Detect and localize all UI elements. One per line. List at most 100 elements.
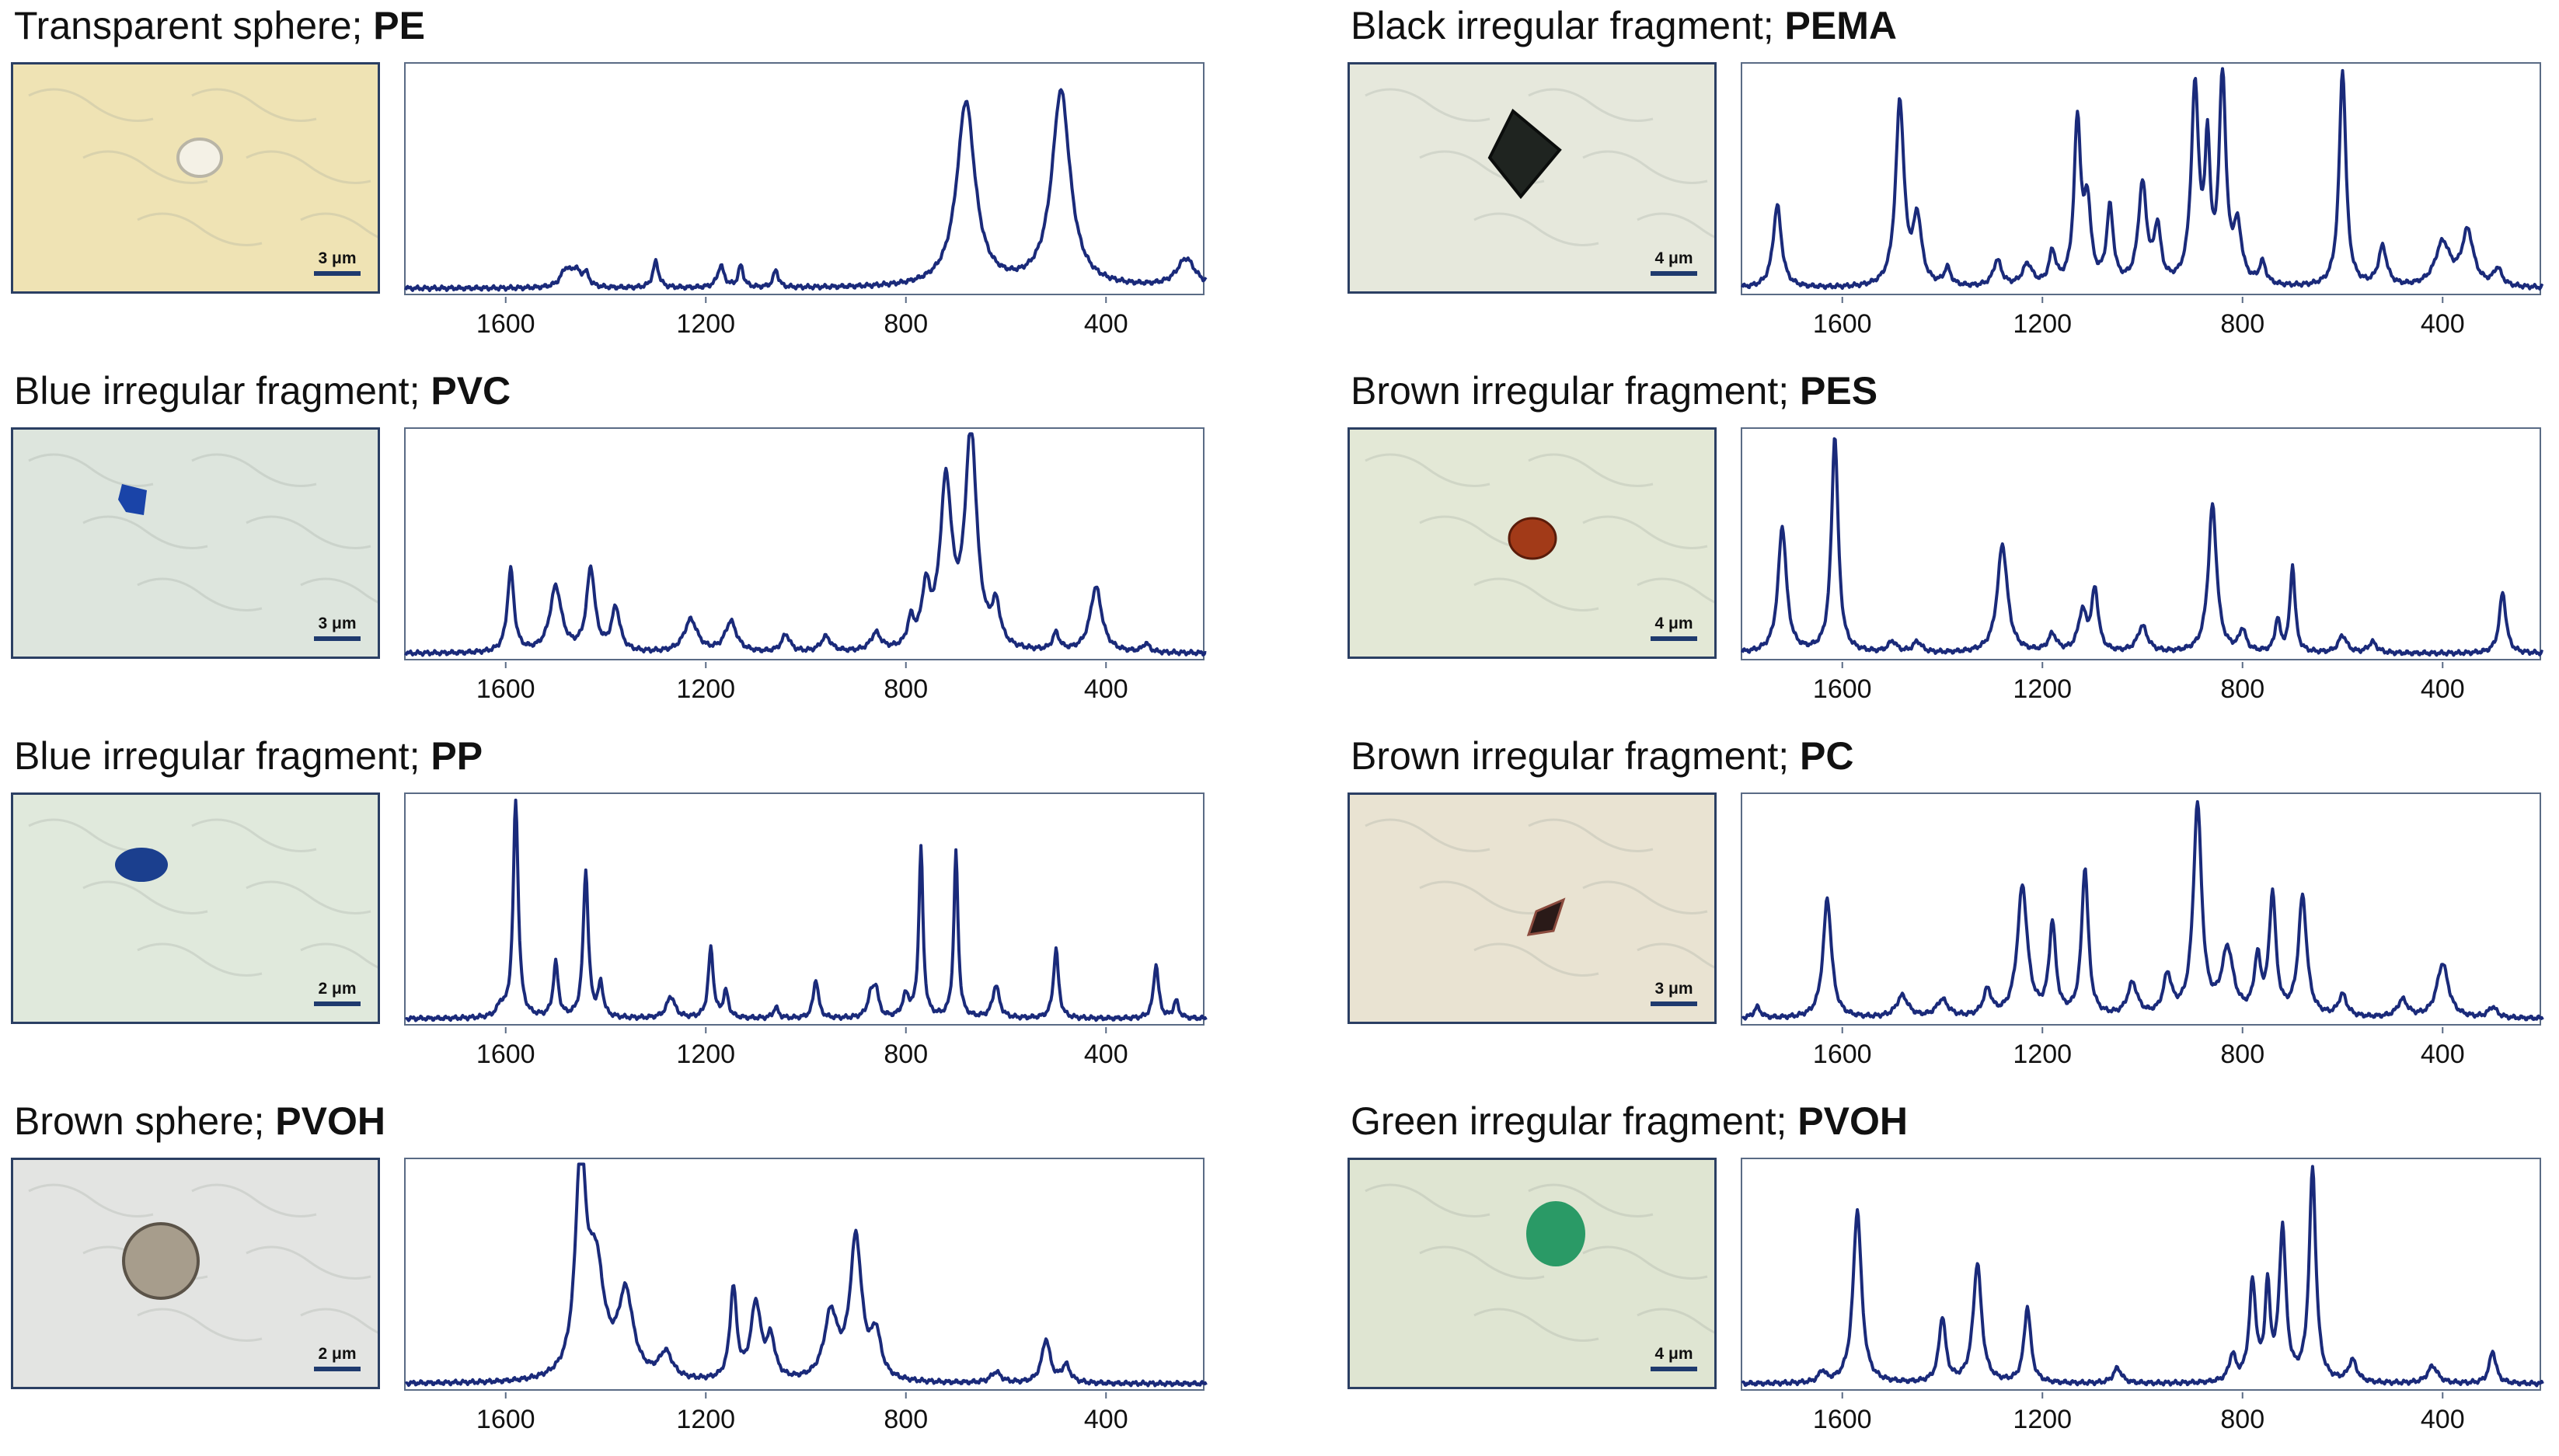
background-texture: [137, 577, 263, 611]
x-tick-label: 800: [884, 309, 928, 339]
x-tick-label: 800: [884, 1040, 928, 1069]
scale-bar-label: 3 μm: [318, 249, 357, 267]
scale-bar: 3 μm: [314, 615, 361, 641]
background-texture: [137, 942, 263, 977]
x-tick-label: 1200: [676, 674, 735, 704]
x-tick-label: 800: [2220, 309, 2264, 339]
background-texture: [1582, 150, 1708, 184]
micrograph: 3 μm: [11, 62, 380, 294]
raman-spectrum: 1600 1200 800 400: [1741, 792, 2544, 1069]
raman-spectrum: 1600 1200 800 400: [404, 1158, 1208, 1434]
scale-bar: 4 μm: [1651, 1346, 1697, 1371]
polymer-label: PP: [431, 734, 483, 778]
panel-title: Transparent sphere; PE: [14, 6, 425, 45]
spectrum-line: [1741, 67, 2544, 291]
x-tick-label: 800: [2220, 674, 2264, 704]
scale-bar: 4 μm: [1651, 615, 1697, 641]
spectrum-line: [1741, 799, 2544, 1022]
micrograph-background: [1350, 1160, 1714, 1387]
background-texture: [28, 88, 154, 122]
scale-bar-line: [314, 271, 361, 276]
x-tick-label: 1200: [676, 1405, 735, 1434]
background-texture: [191, 818, 317, 852]
x-tick-label: 1600: [476, 674, 535, 704]
panel-title: Blue irregular fragment; PVC: [14, 371, 511, 410]
particle: [1487, 108, 1562, 200]
spectrum-plot: 1600 1200 800 400: [404, 432, 1207, 704]
spectrum-plot: 1600 1200 800 400: [404, 88, 1208, 339]
background-texture: [300, 942, 378, 969]
x-tick-label: 1600: [1813, 674, 1872, 704]
background-texture: [246, 150, 371, 184]
x-tick-label: 1600: [476, 1040, 535, 1069]
x-tick-label: 800: [2220, 1405, 2264, 1434]
background-texture: [191, 453, 317, 487]
raman-spectrum: 1600 1200 800 400: [1741, 1158, 2544, 1434]
background-texture: [82, 880, 208, 914]
background-texture: [1637, 1308, 1714, 1334]
spectrum-plot: 1600 1200 800 400: [1741, 799, 2544, 1069]
background-texture: [1365, 88, 1490, 122]
spectrum-plot: 1600 1200 800 400: [404, 1162, 1208, 1434]
background-texture: [1365, 453, 1490, 487]
panel-pp: Blue irregular fragment; PP 2 μm 1600 120…: [0, 730, 1263, 1084]
background-texture: [1582, 1245, 1708, 1280]
x-tick-label: 1600: [476, 1405, 535, 1434]
micrograph-background: [13, 64, 378, 291]
background-texture: [1528, 88, 1654, 122]
background-texture: [137, 212, 263, 246]
particle: [1526, 1201, 1585, 1266]
polymer-label: PVOH: [1797, 1099, 1908, 1143]
micrograph-background: [13, 795, 378, 1022]
particle-description: Blue irregular fragment;: [14, 369, 431, 413]
background-texture: [246, 880, 371, 914]
micrograph-image: [1350, 1160, 1714, 1387]
particle: [115, 848, 168, 882]
micrograph-background: [1350, 795, 1714, 1022]
x-tick-label: 800: [884, 674, 928, 704]
panel-title: Black irregular fragment; PEMA: [1351, 6, 1897, 45]
background-texture: [1473, 1308, 1599, 1342]
scale-bar-line: [1651, 1001, 1697, 1006]
background-texture: [82, 515, 208, 549]
micrograph: 2 μm: [11, 792, 380, 1024]
background-texture: [191, 1183, 317, 1217]
spectrum-plot: 1600 1200 800 400: [1741, 1165, 2544, 1434]
x-tick-label: 400: [2421, 309, 2465, 339]
x-tick-label: 400: [1084, 1040, 1128, 1069]
micrograph: 3 μm: [11, 427, 380, 659]
x-tick-label: 1600: [1813, 1405, 1872, 1434]
scale-bar: 3 μm: [314, 250, 361, 276]
spectrum-line: [404, 1162, 1208, 1388]
background-texture: [1637, 212, 1714, 239]
panel-title: Brown irregular fragment; PES: [1351, 371, 1877, 410]
micrograph: 4 μm: [1347, 427, 1717, 659]
particle: [1526, 897, 1566, 936]
particle-description: Brown sphere;: [14, 1099, 276, 1143]
background-texture: [1365, 818, 1490, 852]
x-tick-label: 800: [884, 1405, 928, 1434]
background-texture: [1419, 1245, 1545, 1280]
background-texture: [1528, 453, 1654, 487]
x-tick-label: 1200: [2013, 674, 2072, 704]
scale-bar: 3 μm: [1651, 981, 1697, 1006]
scale-bar-line: [314, 1001, 361, 1006]
scale-bar-line: [314, 636, 361, 641]
background-texture: [1365, 1183, 1490, 1217]
background-texture: [246, 515, 371, 549]
background-texture: [246, 1245, 371, 1280]
particle-description: Transparent sphere;: [14, 4, 374, 47]
panel-pvoh-sphere: Brown sphere; PVOH 2 μm 1600 1200 800 400: [0, 1095, 1263, 1449]
x-tick-label: 1600: [1813, 1040, 1872, 1069]
background-texture: [1582, 880, 1708, 914]
micrograph-image: [13, 1160, 378, 1387]
panel-title: Green irregular fragment; PVOH: [1351, 1102, 1908, 1141]
scale-bar-label: 3 μm: [318, 615, 357, 632]
particle: [176, 138, 223, 178]
polymer-label: PES: [1800, 369, 1878, 413]
background-texture: [1637, 577, 1714, 604]
micrograph-image: [13, 795, 378, 1022]
panel-title: Brown irregular fragment; PC: [1351, 737, 1853, 775]
background-texture: [82, 150, 208, 184]
particle: [118, 484, 147, 515]
